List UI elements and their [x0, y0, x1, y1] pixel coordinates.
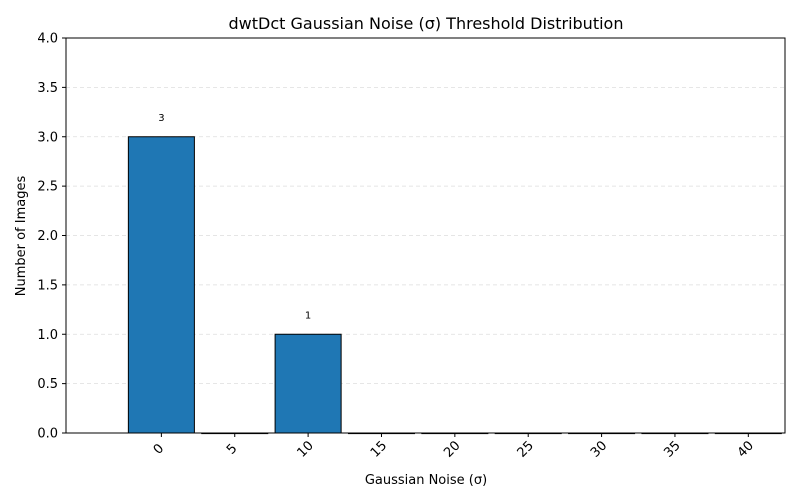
- bar-value-label: 3: [158, 113, 164, 124]
- x-tick-label: 40: [735, 438, 757, 460]
- x-tick-label: 20: [441, 438, 463, 460]
- y-tick-label: 3.0: [37, 130, 58, 145]
- data-labels: 31: [158, 113, 311, 322]
- x-tick-label: 10: [294, 438, 316, 460]
- x-tick-label: 15: [368, 438, 390, 460]
- y-tick-label: 1.0: [37, 328, 58, 343]
- y-axis-ticks: 0.0 0.5 1.0 1.5 2.0 2.5 3.0 3.5 4.0: [37, 32, 66, 442]
- chart-title: dwtDct Gaussian Noise (σ) Threshold Dist…: [229, 14, 624, 33]
- x-tick-label: 25: [515, 438, 537, 460]
- bar-value-label: 1: [305, 311, 311, 322]
- x-tick-label: 35: [661, 438, 683, 460]
- bar: [127, 136, 195, 434]
- x-axis-label: Gaussian Noise (σ): [365, 473, 487, 488]
- y-tick-label: 4.0: [37, 32, 58, 47]
- x-tick-label: 5: [224, 441, 240, 457]
- y-tick-label: 0.5: [37, 377, 58, 392]
- y-tick-label: 0.0: [37, 427, 58, 442]
- x-tick-label: 0: [151, 441, 167, 457]
- x-axis-ticks: 0 5 10 15 20 25 30 35 40: [151, 433, 757, 461]
- y-tick-label: 3.5: [37, 81, 58, 96]
- y-tick-label: 1.5: [37, 278, 58, 293]
- bar: [274, 333, 342, 434]
- y-tick-label: 2.0: [37, 229, 58, 244]
- y-tick-label: 2.5: [37, 180, 58, 195]
- y-axis-label: Number of Images: [14, 176, 29, 297]
- x-tick-label: 30: [588, 438, 610, 460]
